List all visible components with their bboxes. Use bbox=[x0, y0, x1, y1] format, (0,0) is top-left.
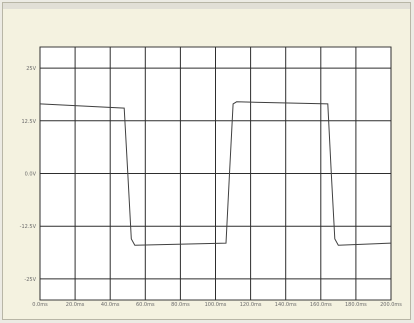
y-tick-label: 12.5V bbox=[21, 119, 36, 125]
x-axis-ticks: 0.0ms 20.0ms 40.0ms 60.0ms 80.0ms 100.0ms 120.… bbox=[32, 302, 402, 308]
grid bbox=[39, 47, 392, 300]
x-tick-label: 60.0ms bbox=[136, 302, 155, 308]
y-tick-label: -12.5V bbox=[20, 224, 37, 230]
y-axis-ticks: 25V 12.5V 0.0V -12.5V -25V bbox=[20, 66, 37, 283]
x-tick-label: 100.0ms bbox=[205, 302, 227, 308]
x-tick-label: 180.0ms bbox=[345, 302, 367, 308]
x-tick-label: 40.0ms bbox=[101, 302, 120, 308]
x-tick-label: 80.0ms bbox=[171, 302, 190, 308]
x-tick-label: 20.0ms bbox=[66, 302, 85, 308]
y-tick-label: 25V bbox=[26, 66, 36, 72]
chart: 25V 12.5V 0.0V -12.5V -25V 0.0ms 20.0ms 40.0ms… bbox=[20, 46, 402, 308]
x-tick-label: 120.0ms bbox=[240, 302, 262, 308]
x-tick-label: 0.0ms bbox=[32, 302, 48, 308]
series-group bbox=[39, 101, 392, 246]
x-tick-label: 140.0ms bbox=[275, 302, 297, 308]
series-line bbox=[39, 101, 392, 246]
y-tick-label: 0.0V bbox=[25, 172, 37, 178]
y-tick-label: -25V bbox=[24, 277, 36, 283]
x-tick-label: 160.0ms bbox=[310, 302, 332, 308]
x-tick-label: 200.0ms bbox=[380, 302, 402, 308]
plot-window: 25V 12.5V 0.0V -12.5V -25V 0.0ms 20.0ms 40.0ms… bbox=[2, 2, 411, 320]
